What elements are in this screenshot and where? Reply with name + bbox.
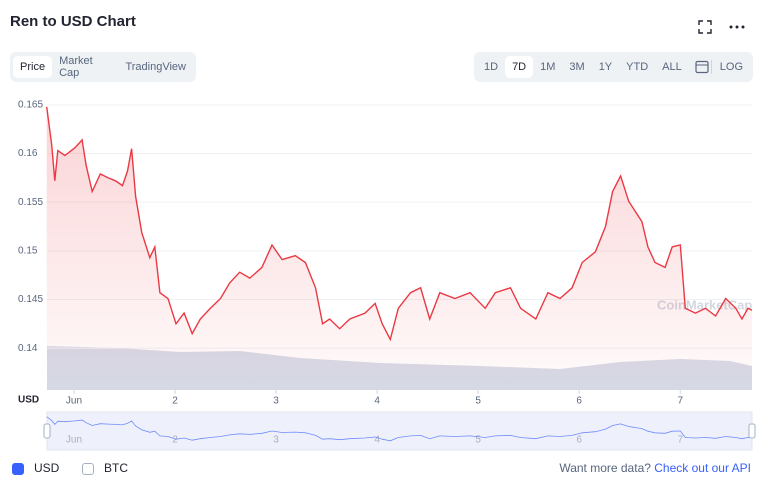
tab[interactable]: TradingView bbox=[125, 61, 186, 73]
chart-title: Ren to USD Chart bbox=[10, 13, 136, 30]
range-button[interactable]: 3M bbox=[569, 61, 585, 73]
y-tick-label: 0.145 bbox=[18, 294, 43, 305]
x-tick-label: 4 bbox=[374, 396, 380, 407]
label: USD bbox=[34, 461, 60, 475]
range-button[interactable]: 1D bbox=[484, 61, 499, 73]
calendar-icon[interactable] bbox=[689, 60, 713, 74]
navigator-tick-label: 6 bbox=[576, 435, 582, 446]
navigator-tick-label: 2 bbox=[172, 435, 178, 446]
chart: 0.140.1450.150.1550.160.165USDCoinMarket… bbox=[18, 100, 756, 451]
tab[interactable]: Price bbox=[13, 56, 53, 78]
navigator-tick-label: 4 bbox=[374, 435, 380, 446]
price-line bbox=[46, 106, 753, 342]
api-link[interactable]: Check out our API bbox=[654, 461, 751, 475]
navigator-tick-label: 3 bbox=[273, 435, 279, 446]
range-button[interactable]: 1M bbox=[540, 61, 556, 73]
footer: Want more data? Check out our API bbox=[559, 461, 751, 475]
navigator-handle[interactable] bbox=[43, 423, 51, 439]
range-group: 1D 7D 1M 3M 1Y YTD ALL LOG bbox=[474, 52, 753, 82]
footer-text: Want more data? bbox=[559, 461, 651, 475]
x-tick-label: 6 bbox=[576, 396, 582, 407]
fullscreen-icon[interactable] bbox=[697, 19, 713, 35]
range-button[interactable]: 7D bbox=[505, 56, 534, 78]
x-tick-label: 2 bbox=[172, 396, 178, 407]
y-tick-label: 0.14 bbox=[18, 343, 38, 354]
price-area bbox=[46, 106, 753, 391]
tab-group: Price Market Cap TradingView bbox=[10, 52, 196, 82]
navigator-tick-label: 7 bbox=[677, 435, 683, 446]
y-tick-label: 0.155 bbox=[18, 197, 43, 208]
usd-toggle[interactable]: USD bbox=[12, 461, 59, 475]
range-button[interactable]: LOG bbox=[719, 61, 743, 73]
more-icon[interactable] bbox=[728, 19, 746, 35]
range-button[interactable]: YTD bbox=[626, 61, 649, 73]
navigator[interactable] bbox=[46, 411, 753, 451]
checkbox[interactable] bbox=[12, 462, 24, 475]
y-tick-label: 0.165 bbox=[18, 100, 43, 111]
y-tick-label: 0.16 bbox=[18, 148, 38, 159]
navigator-tick-label: Jun bbox=[66, 435, 82, 446]
x-tick-label: 3 bbox=[273, 396, 279, 407]
navigator-handle[interactable] bbox=[748, 423, 756, 439]
range-button[interactable]: 1Y bbox=[598, 61, 613, 73]
y-tick-label: 0.15 bbox=[18, 245, 38, 256]
label: BTC bbox=[104, 461, 128, 475]
navigator-line bbox=[46, 416, 753, 442]
x-tick-label: 5 bbox=[475, 396, 481, 407]
x-tick-label: Jun bbox=[66, 396, 82, 407]
checkbox[interactable] bbox=[82, 462, 94, 475]
btc-toggle[interactable]: BTC bbox=[82, 461, 128, 475]
range-button[interactable]: ALL bbox=[662, 61, 682, 73]
tab[interactable]: Market Cap bbox=[59, 55, 93, 79]
y-axis-label: USD bbox=[18, 395, 39, 406]
navigator-tick-label: 5 bbox=[475, 435, 481, 446]
x-tick-label: 7 bbox=[677, 396, 683, 407]
